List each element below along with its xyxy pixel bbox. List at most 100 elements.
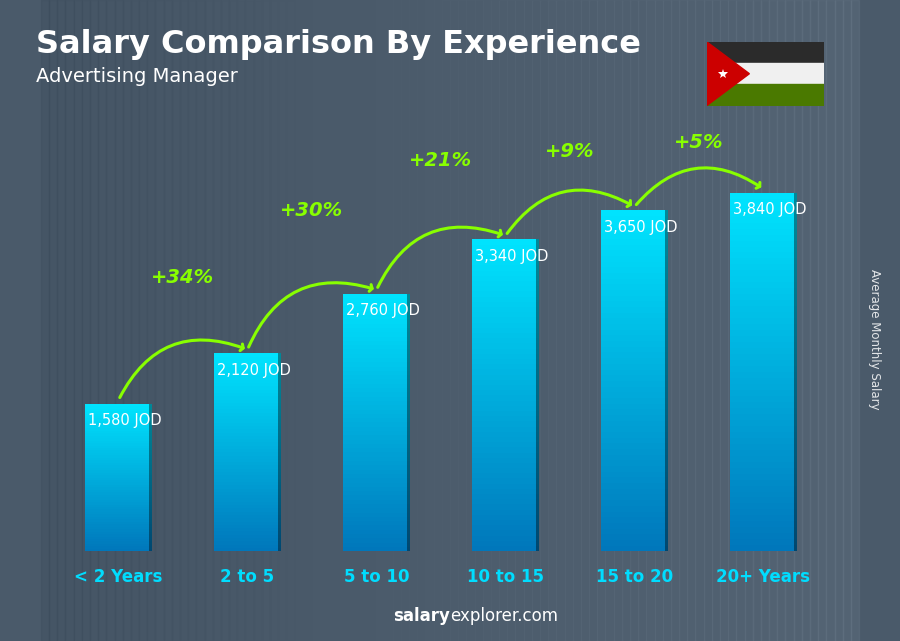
Bar [278,462,281,465]
Bar [278,367,281,370]
Bar [343,418,410,422]
Bar [730,462,797,467]
Bar [472,286,539,292]
Bar [472,499,539,504]
Bar [601,335,668,341]
Bar [328,0,336,641]
Bar [536,437,539,442]
Bar [730,515,797,521]
Bar [148,497,152,499]
Bar [352,0,360,641]
Bar [214,456,281,459]
Bar [472,255,539,260]
Bar [665,216,668,222]
Bar [278,531,281,535]
Bar [278,353,281,356]
Bar [278,445,281,449]
Bar [278,370,281,373]
Bar [85,534,152,537]
Bar [665,244,668,250]
Bar [122,0,130,641]
Bar [536,431,539,437]
Bar [214,482,281,485]
Bar [730,258,797,265]
Bar [214,465,281,469]
Bar [407,328,410,332]
Bar [85,408,152,411]
Bar [214,462,281,465]
Bar [601,375,668,381]
Bar [343,298,410,302]
Bar [148,522,152,524]
Bar [665,409,668,415]
Bar [794,444,797,450]
Bar [730,456,797,462]
Bar [214,429,281,433]
Bar [638,0,646,641]
Bar [794,414,797,420]
Bar [214,413,281,416]
Bar [730,271,797,276]
Bar [376,0,384,641]
Bar [665,420,668,426]
Bar [665,369,668,375]
Bar [472,369,539,374]
Bar [770,0,778,641]
Bar [214,508,281,512]
Bar [472,276,539,281]
Bar [278,396,281,399]
Bar [238,0,246,641]
Bar [472,431,539,437]
Bar [472,478,539,484]
Text: +9%: +9% [545,142,595,161]
Bar [156,0,164,641]
Bar [794,402,797,408]
Bar [270,0,278,641]
Bar [536,297,539,302]
Bar [786,0,794,641]
Bar [601,523,668,529]
Bar [214,376,281,379]
Bar [794,318,797,324]
Bar [85,406,152,409]
Bar [278,356,281,360]
Bar [148,475,152,478]
Bar [368,0,376,641]
Bar [214,363,281,367]
Bar [744,0,752,641]
Bar [85,472,152,475]
Bar [622,0,630,641]
Bar [148,502,152,504]
Bar [343,483,410,487]
Bar [230,0,238,641]
Bar [794,408,797,414]
Bar [407,302,410,306]
Bar [343,392,410,397]
Bar [472,416,539,421]
Bar [665,454,668,460]
Bar [730,539,797,545]
Bar [665,483,668,489]
Bar [536,395,539,401]
Bar [214,512,281,515]
Bar [472,239,539,245]
Bar [730,264,797,271]
Bar [472,265,539,271]
Bar [302,0,310,641]
Bar [85,499,152,502]
Bar [278,485,281,488]
Bar [214,476,281,479]
Bar [343,521,410,526]
Bar [85,404,152,406]
Bar [472,250,539,255]
Bar [85,517,152,519]
Bar [794,193,797,199]
Bar [818,0,826,641]
Bar [665,472,668,478]
Bar [278,488,281,492]
Bar [407,375,410,379]
Bar [472,260,539,265]
Bar [407,319,410,324]
Bar [601,369,668,375]
Bar [665,307,668,313]
